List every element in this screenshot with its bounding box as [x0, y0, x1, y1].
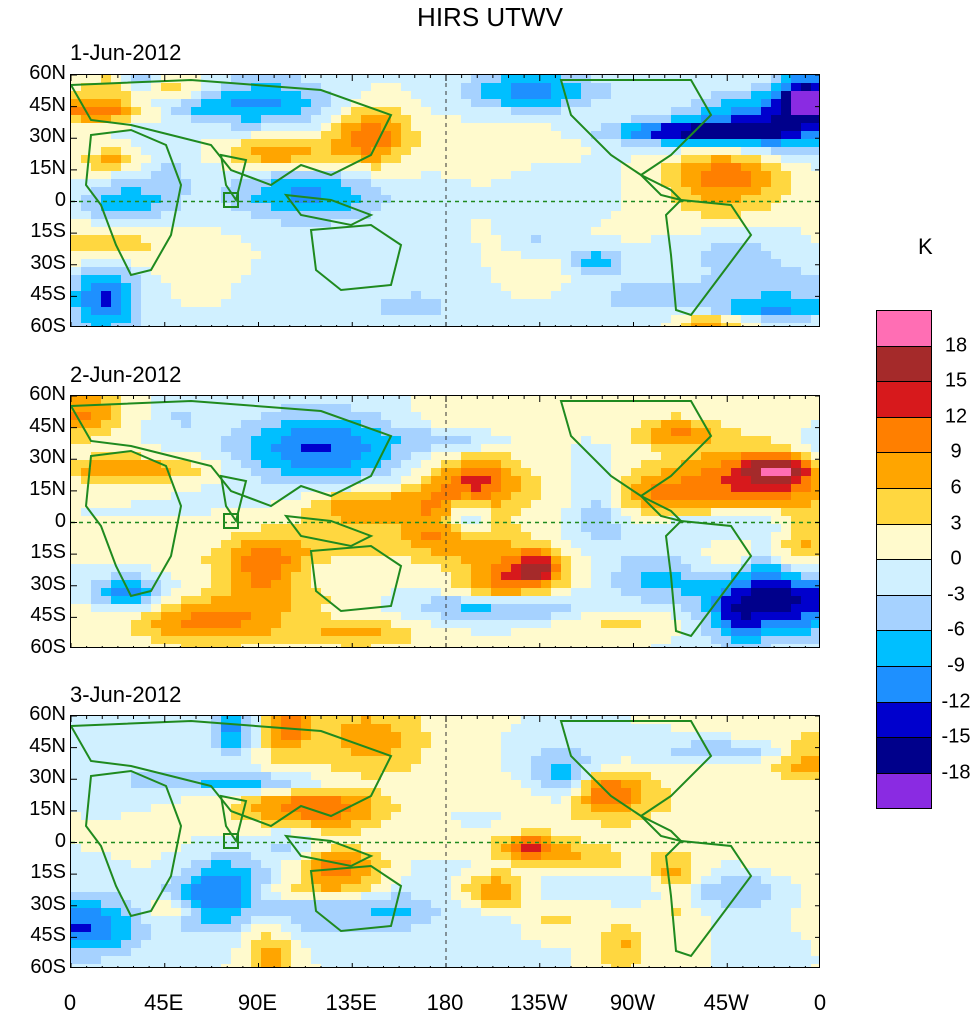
colorbar-swatch [876, 737, 932, 773]
colorbar-label: 18 [945, 334, 967, 357]
latitude-label: 60N [29, 62, 66, 85]
colorbar-label: 12 [945, 405, 967, 428]
longitude-label: 135W [510, 990, 567, 1016]
latitude-label: 15S [30, 220, 66, 243]
latitude-label: 60S [30, 636, 66, 659]
colorbar-swatch [876, 417, 932, 453]
latitude-label: 60N [29, 703, 66, 726]
map-plot-2 [70, 395, 820, 648]
colorbar-swatch [876, 524, 932, 560]
longitude-label: 45E [144, 990, 183, 1016]
latitude-label: 15N [29, 478, 66, 501]
colorbar-label: 15 [945, 370, 967, 393]
colorbar-swatch [876, 630, 932, 666]
longitude-label: 135E [326, 990, 377, 1016]
latitude-label: 15N [29, 798, 66, 821]
colorbar-label: -15 [942, 726, 971, 749]
colorbar-swatch [876, 310, 932, 346]
colorbar-swatch [876, 452, 932, 488]
latitude-label: 60S [30, 956, 66, 979]
latitude-label: 30N [29, 766, 66, 789]
colorbar-swatch [876, 381, 932, 417]
panel-date: 1-Jun-2012 [70, 40, 181, 66]
colorbar-label: -9 [947, 655, 965, 678]
map-plot-1 [70, 74, 820, 327]
colorbar-label: -18 [942, 761, 971, 784]
latitude-label: 60N [29, 383, 66, 406]
latitude-label: 45S [30, 604, 66, 627]
colorbar-label: 3 [950, 512, 961, 535]
colorbar-unit: K [918, 234, 933, 260]
latitude-label: 30S [30, 252, 66, 275]
colorbar-swatch [876, 488, 932, 524]
figure-title: HIRS UTWV [0, 2, 980, 33]
colorbar-swatch [876, 559, 932, 595]
latitude-label: 45N [29, 735, 66, 758]
map-field-2 [71, 396, 820, 648]
colorbar-label: -12 [942, 690, 971, 713]
colorbar-swatch [876, 702, 932, 738]
latitude-label: 45S [30, 924, 66, 947]
latitude-label: 0 [55, 830, 66, 853]
map-field-3 [71, 716, 820, 968]
longitude-label: 45W [704, 990, 749, 1016]
latitude-label: 60S [30, 315, 66, 338]
map-plot-3 [70, 715, 820, 968]
latitude-label: 0 [55, 510, 66, 533]
latitude-label: 15S [30, 861, 66, 884]
latitude-label: 30S [30, 573, 66, 596]
colorbar-swatch [876, 773, 932, 810]
colorbar [876, 310, 932, 809]
colorbar-swatch [876, 595, 932, 631]
colorbar-label: 9 [950, 441, 961, 464]
latitude-label: 45N [29, 94, 66, 117]
colorbar-swatch [876, 346, 932, 382]
colorbar-label: -3 [947, 583, 965, 606]
latitude-label: 45S [30, 283, 66, 306]
latitude-label: 45N [29, 415, 66, 438]
longitude-label: 90E [238, 990, 277, 1016]
panel-date: 2-Jun-2012 [70, 362, 181, 388]
longitude-label: 0 [64, 990, 76, 1016]
longitude-label: 90W [610, 990, 655, 1016]
latitude-label: 30S [30, 893, 66, 916]
colorbar-label: 6 [950, 477, 961, 500]
panel-date: 3-Jun-2012 [70, 682, 181, 708]
colorbar-swatch [876, 666, 932, 702]
latitude-label: 0 [55, 189, 66, 212]
longitude-label: 0 [814, 990, 826, 1016]
latitude-label: 15S [30, 541, 66, 564]
colorbar-label: 0 [950, 548, 961, 571]
latitude-label: 30N [29, 446, 66, 469]
colorbar-label: -6 [947, 619, 965, 642]
latitude-label: 30N [29, 125, 66, 148]
map-field-1 [71, 75, 820, 327]
latitude-label: 15N [29, 157, 66, 180]
longitude-label: 180 [427, 990, 464, 1016]
